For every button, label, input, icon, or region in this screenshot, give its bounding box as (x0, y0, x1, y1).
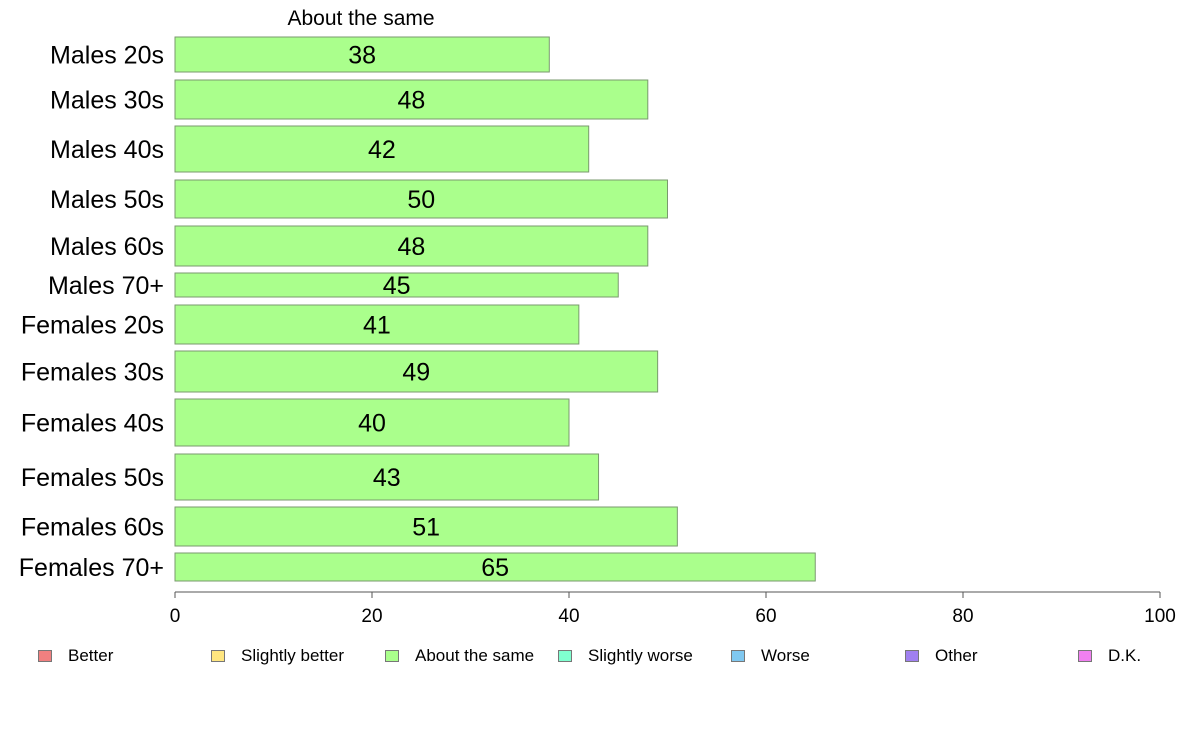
legend-label: Slightly worse (588, 646, 693, 665)
legend-item: D.K. (1078, 644, 1141, 668)
legend-item: Other (905, 644, 978, 668)
category-label: Males 70+ (48, 272, 164, 300)
legend-label: Slightly better (241, 646, 344, 665)
legend-label: About the same (415, 646, 535, 665)
legend-label: Better (68, 646, 114, 665)
category-label: Males 20s (50, 42, 164, 70)
bar (174, 304, 580, 345)
bar (174, 225, 649, 267)
x-axis: 0 20 40 60 80 100 (170, 591, 1176, 627)
value-label: 41 (363, 312, 391, 340)
value-label: 45 (383, 272, 411, 300)
legend-swatch (558, 650, 572, 662)
bar (174, 36, 550, 73)
legend-item: Worse (731, 644, 810, 668)
legend-label: D.K. (1108, 646, 1142, 665)
bar (174, 453, 600, 501)
legend-label: Other (935, 646, 978, 665)
value-label: 38 (348, 42, 376, 70)
category-label: Females 20s (21, 312, 164, 340)
series-title: About the same (287, 7, 434, 30)
value-label: 51 (412, 514, 440, 542)
bar (174, 125, 590, 173)
category-label: Females 70+ (19, 554, 164, 582)
value-label: 42 (368, 136, 396, 164)
bar (174, 272, 619, 298)
value-label: 43 (373, 464, 401, 492)
category-label: Females 50s (21, 464, 164, 492)
legend-swatch (385, 650, 399, 662)
category-label: Males 40s (50, 136, 164, 164)
value-label: 65 (481, 554, 509, 582)
category-label: Females 60s (21, 514, 164, 542)
bar (174, 398, 570, 447)
bar (174, 350, 659, 393)
bar (174, 79, 649, 120)
value-label: 40 (358, 410, 386, 438)
value-label: 48 (397, 87, 425, 115)
legend-label: Worse (761, 646, 810, 665)
x-tick-label: 40 (558, 606, 579, 627)
category-label: Males 60s (50, 233, 164, 261)
x-tick-label: 80 (952, 606, 973, 627)
value-label: 50 (407, 186, 435, 214)
x-tick-label: 0 (170, 606, 181, 627)
x-tick-label: 60 (755, 606, 776, 627)
legend: Better Slightly better About the same Sligh… (0, 644, 1188, 668)
legend-swatch (1078, 650, 1092, 662)
value-label: 49 (402, 359, 430, 387)
legend-swatch (731, 650, 745, 662)
category-label: Females 40s (21, 410, 164, 438)
legend-swatch (211, 650, 225, 662)
x-tick-label: 20 (361, 606, 382, 627)
bar (174, 552, 816, 582)
x-tick-label: 100 (1144, 606, 1176, 627)
value-label: 48 (397, 233, 425, 261)
legend-swatch (905, 650, 919, 662)
category-label: Males 50s (50, 186, 164, 214)
category-label: Males 30s (50, 87, 164, 115)
legend-item: Better (38, 644, 113, 668)
bar (174, 179, 668, 219)
bars-group: Males 20s 38 Males 30s 48 Males 40s 42 Males 5… (19, 36, 816, 582)
legend-item: Slightly better (211, 644, 344, 668)
bar (174, 506, 678, 547)
legend-item: Slightly worse (558, 644, 693, 668)
legend-swatch (38, 650, 52, 662)
category-label: Females 30s (21, 359, 164, 387)
legend-item: About the same (385, 644, 534, 668)
